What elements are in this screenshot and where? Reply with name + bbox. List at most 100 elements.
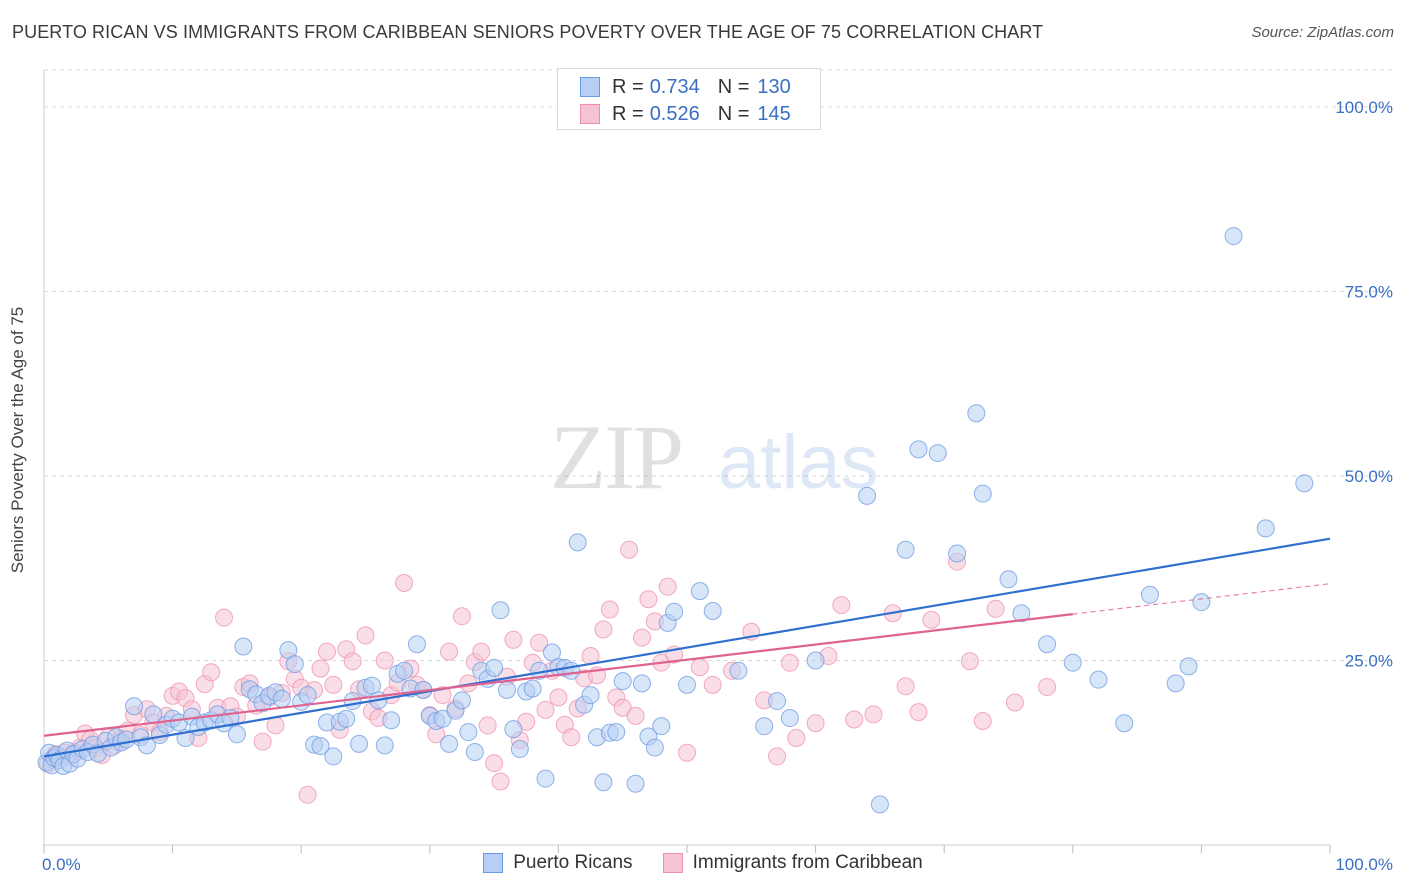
- data-point: [491, 772, 510, 791]
- data-point: [703, 675, 722, 694]
- x-tick-label: 0.0%: [42, 855, 81, 874]
- data-point: [780, 709, 799, 728]
- data-point: [433, 686, 452, 705]
- data-point: [632, 628, 651, 647]
- data-point: [1038, 678, 1057, 697]
- data-point: [452, 607, 471, 626]
- data-point: [678, 743, 696, 762]
- data-point: [896, 540, 915, 559]
- data-point: [690, 658, 709, 677]
- data-point: [125, 697, 144, 716]
- data-point: [407, 635, 426, 654]
- data-point: [234, 637, 253, 656]
- data-point: [1140, 585, 1159, 604]
- y-tick-label: 25.0%: [1345, 651, 1393, 670]
- data-point: [356, 626, 375, 645]
- legend-swatch-pink: [662, 853, 683, 873]
- data-point: [311, 659, 330, 678]
- data-point: [755, 717, 774, 736]
- data-point: [491, 601, 510, 620]
- data-point: [858, 486, 877, 505]
- legend-n-label: N =: [717, 75, 750, 98]
- data-point: [928, 444, 947, 463]
- y-tick-label: 100.0%: [1335, 98, 1393, 117]
- watermark-atlas: atlas: [718, 420, 879, 505]
- watermark: ZIP atlas: [550, 406, 879, 508]
- data-point: [536, 769, 555, 788]
- data-point: [324, 675, 343, 694]
- tick-labels: 100.0% 75.0% 50.0% 25.0% 0.0% 100.0%: [42, 98, 1393, 874]
- legend-r-value: 0.734: [649, 75, 700, 98]
- data-point: [832, 596, 851, 615]
- data-point: [986, 599, 1005, 618]
- data-point: [266, 716, 285, 735]
- data-point: [768, 747, 787, 766]
- legend-label-caribbean: Immigrants from Caribbean: [692, 852, 923, 873]
- data-point: [253, 732, 272, 751]
- y-tick-label: 75.0%: [1345, 282, 1393, 301]
- source-credit: Source: ZipAtlas.com: [1251, 24, 1394, 41]
- data-point: [973, 484, 992, 503]
- data-point: [485, 754, 504, 773]
- data-point: [909, 703, 928, 722]
- data-point: [536, 700, 555, 719]
- series-puerto-ricans: [37, 227, 1314, 814]
- data-point: [909, 440, 928, 459]
- data-point: [478, 716, 497, 735]
- data-point: [485, 658, 504, 677]
- data-point: [922, 610, 941, 629]
- legend-n-value: 130: [757, 75, 791, 98]
- data-point: [459, 723, 478, 742]
- data-point: [1089, 670, 1108, 689]
- data-point: [504, 630, 523, 649]
- data-point: [452, 691, 471, 710]
- data-point: [343, 652, 362, 671]
- data-point: [678, 675, 696, 694]
- legend-item-caribbean: Immigrants from Caribbean: [662, 852, 923, 874]
- axes: [43, 70, 1331, 853]
- data-point: [395, 661, 414, 680]
- data-point: [729, 661, 748, 680]
- legend-swatch-blue: [483, 853, 504, 873]
- legend-row-puerto-ricans: R = 0.734 N = 130: [580, 75, 791, 99]
- data-point: [658, 577, 677, 596]
- legend-r-label: R =: [612, 102, 644, 125]
- data-point: [395, 573, 414, 592]
- data-point: [272, 689, 291, 708]
- data-point: [568, 533, 587, 552]
- data-point: [530, 633, 549, 652]
- data-point: [845, 710, 864, 729]
- data-point: [973, 712, 992, 730]
- data-point: [787, 728, 806, 747]
- data-point: [632, 674, 651, 693]
- data-point: [1166, 674, 1185, 693]
- data-point: [768, 692, 787, 711]
- trend-line-dashed: [1072, 583, 1331, 615]
- data-point: [382, 711, 401, 730]
- data-point: [1115, 714, 1134, 733]
- trend-line-solid: [43, 537, 1331, 758]
- data-point: [967, 404, 986, 423]
- data-point: [311, 737, 330, 756]
- grid-lines: [44, 69, 1392, 661]
- trend-line-solid: [43, 613, 1073, 737]
- data-point: [620, 540, 639, 559]
- data-point: [298, 785, 317, 804]
- data-point: [562, 661, 581, 680]
- legend-swatch-blue: [580, 77, 600, 97]
- stats-legend: R = 0.734 N = 130 R = 0.526 N = 145: [557, 68, 821, 130]
- data-point: [465, 743, 484, 761]
- data-point: [1295, 474, 1314, 493]
- data-point: [227, 725, 246, 744]
- chart-title: PUERTO RICAN VS IMMIGRANTS FROM CARIBBEA…: [12, 22, 1044, 42]
- legend-r-value: 0.526: [649, 102, 700, 125]
- data-point: [1005, 693, 1024, 712]
- data-point: [1038, 635, 1057, 654]
- data-point: [690, 582, 709, 601]
- data-point: [1192, 593, 1211, 612]
- data-point: [780, 653, 799, 672]
- legend-swatch-pink: [580, 104, 600, 124]
- data-point: [999, 570, 1018, 589]
- data-point: [324, 747, 343, 766]
